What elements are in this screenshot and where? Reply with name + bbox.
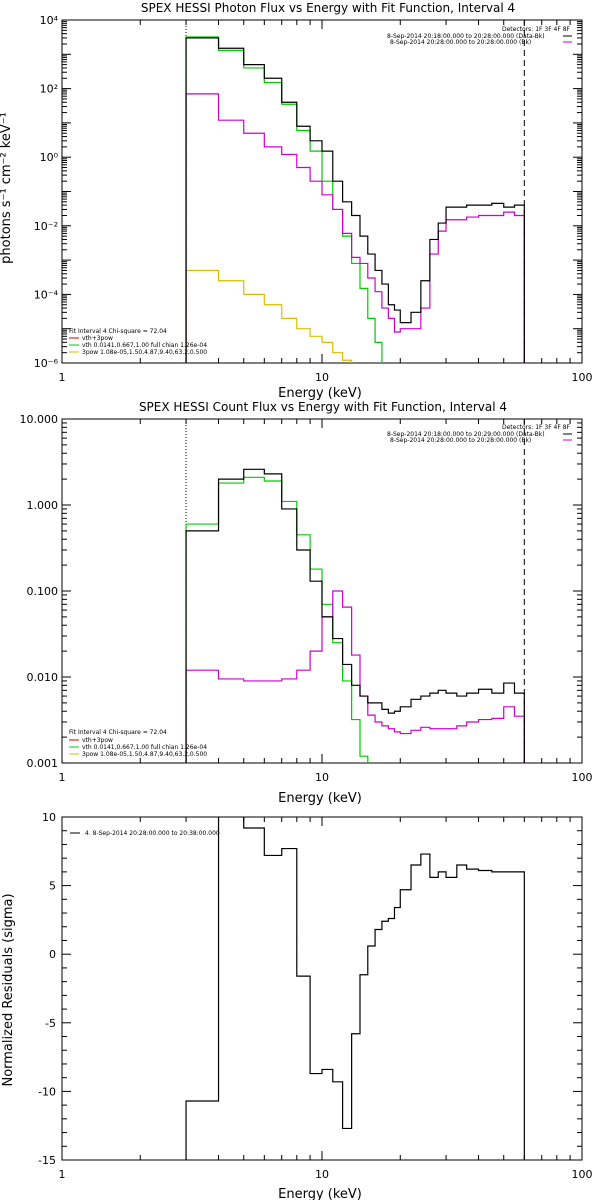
photon-flux-fit-3pow-label: 3pow 1.08e-05,1.50,4.87,9.40,63.2,0.500 (82, 349, 207, 356)
photon-flux-y-tick-label: 10⁰ (40, 151, 59, 164)
photon-flux-y-tick-label: 10⁴ (40, 14, 59, 27)
photon-flux-series-8-sep-2014-20-28-00-000-to-20-28-00-000- (185, 93, 525, 363)
photon-flux-x-tick-label: 10 (315, 371, 329, 384)
photon-flux-x-tick-label: 100 (572, 371, 593, 384)
photon-flux-y-tick-label: 10⁻² (34, 220, 58, 233)
photon-flux-series-3pow (185, 269, 353, 363)
photon-flux-x-tick-label: 1 (59, 371, 66, 384)
residuals-panel: Energy (keV) Normalized Residuals (sigma… (1, 811, 593, 1200)
photon-flux-series-8-sep-2014-20-18-00-000-to-20-28-00-000- (185, 37, 525, 363)
photon-flux-fit-total-label: vth+3pow (82, 335, 113, 342)
count-flux-x-tick-label: 10 (315, 771, 329, 784)
residuals-ylabel: Normalized Residuals (sigma) (1, 893, 16, 1086)
count-flux-fit-total-label: vth+3pow (82, 737, 113, 744)
residuals-y-tick-label: -10 (38, 1085, 56, 1098)
photon-flux-y-tick-label: 10⁻⁶ (34, 357, 59, 370)
residuals-y-tick-label: 10 (42, 811, 56, 824)
count-flux-legend-header: Detectors: 1F 3F 4F 8F (502, 424, 571, 431)
residuals-legend-label: 4. 8-Sep-2014 20:28:00.000 to 20:38:00.0… (85, 830, 220, 837)
residuals-xlabel: Energy (keV) (278, 1187, 362, 1200)
count-flux-x-tick-label: 1 (59, 771, 66, 784)
count-flux-xlabel: Energy (keV) (278, 791, 362, 806)
count-flux-title: SPEX HESSI Count Flux vs Energy with Fit… (139, 400, 507, 414)
residuals-x-tick-label: 100 (572, 1168, 593, 1181)
photon-flux-fit-header: Fit Interval 4 Chi-square = 72.04 (69, 328, 167, 335)
count-flux-legend-data: 8-Sep-2014 20:18:00.000 to 20:29:00.000 … (387, 431, 545, 438)
count-flux-y-tick-label: 1.000 (27, 499, 59, 512)
residuals-x-tick-label: 1 (59, 1168, 66, 1181)
count-flux-fit-vth-label: vth 0.0141,0.667,1.00 full chian 1.26e-0… (82, 744, 207, 751)
count-flux-y-tick-label: 10.000 (20, 413, 59, 426)
count-flux-fit-header: Fit Interval 4 Chi-square = 72.04 (69, 729, 167, 736)
photon-flux-fit-vth-label: vth 0.0141,0.667,1.00 full chian 1.26e-0… (82, 342, 207, 349)
photon-flux-series-vth-3pow (185, 36, 383, 363)
photon-flux-y-tick-label: 10² (40, 83, 58, 96)
count-flux-series-8-sep-2014-20-18-00-000-to-20-29-00-000- (185, 468, 525, 763)
count-flux-y-tick-label: 0.001 (27, 757, 59, 770)
photon-flux-title: SPEX HESSI Photon Flux vs Energy with Fi… (141, 1, 515, 15)
residuals-series-4-8-sep-2014-20-28-00-000-to-20-38-00-00 (185, 817, 525, 1160)
photon-flux-legend-bk: 8-Sep-2014 20:28:00.000 to 20:28:00.000 … (390, 39, 531, 46)
count-flux-x-tick-label: 100 (572, 771, 593, 784)
count-flux-y-tick-label: 0.010 (27, 671, 59, 684)
photon-flux-legend-data: 8-Sep-2014 20:18:00.000 to 20:28:00.000 … (387, 33, 545, 40)
photon-flux-ylabel: photons s⁻¹ cm⁻² keV⁻¹ (0, 112, 14, 264)
residuals-x-tick-label: 10 (315, 1168, 329, 1181)
photon-flux-legend-header: Detectors: 1F 3F 4F 8F (502, 26, 571, 33)
count-flux-legend-bk: 8-Sep-2014 20:28:00.000 to 20:28:00.000 … (390, 437, 531, 444)
photon-flux-y-tick-label: 10⁻⁴ (34, 288, 59, 301)
count-flux-series-8-sep-2014-20-28-00-000-to-20-28-00-000- (185, 590, 525, 763)
count-flux-fit-3pow-label: 3pow 1.08e-05,1.50,4.87,9.40,63.2,0.500 (82, 751, 207, 758)
residuals-y-tick-label: -15 (38, 1154, 56, 1167)
count-flux-y-tick-label: 0.100 (27, 585, 59, 598)
residuals-y-tick-label: 0 (49, 948, 56, 961)
photon-flux-panel: SPEX HESSI Photon Flux vs Energy with Fi… (0, 1, 593, 401)
photon-flux-xlabel: Energy (keV) (278, 386, 362, 401)
count-flux-panel: SPEX HESSI Count Flux vs Energy with Fit… (20, 400, 593, 806)
residuals-y-tick-label: 5 (49, 880, 56, 893)
residuals-y-tick-label: -5 (45, 1017, 56, 1030)
